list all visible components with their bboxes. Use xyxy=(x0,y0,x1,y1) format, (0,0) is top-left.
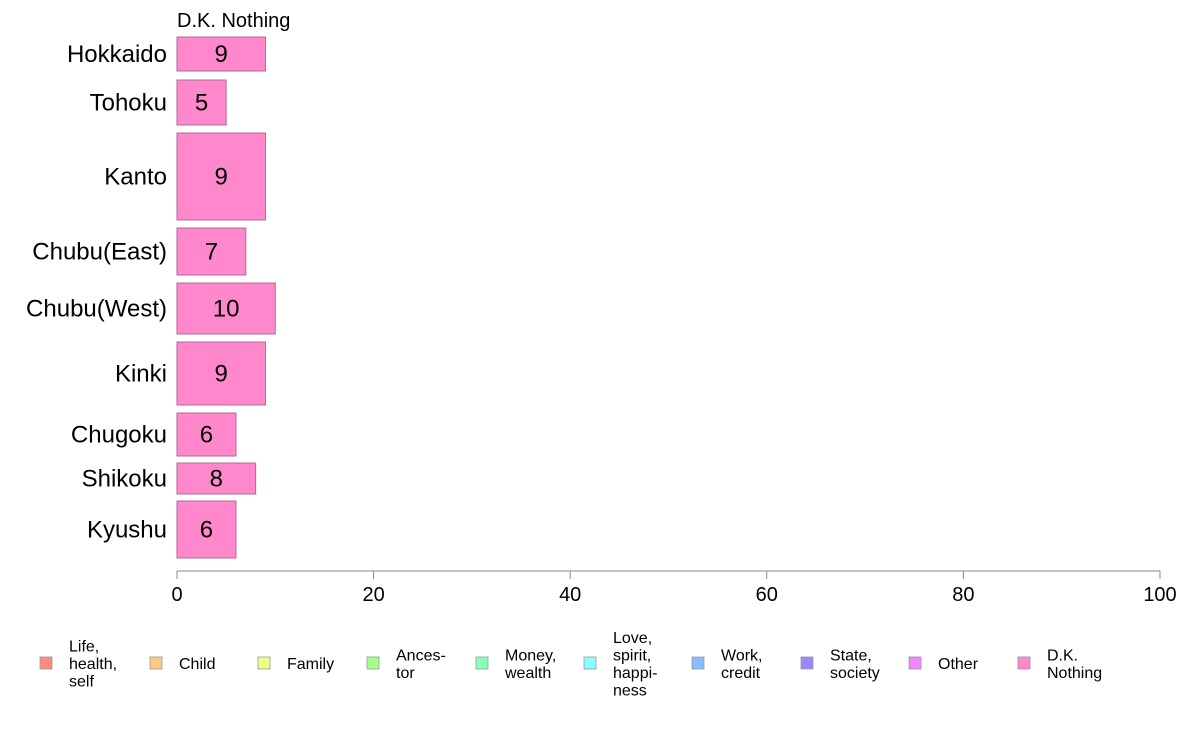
x-tick-label: 20 xyxy=(362,584,384,606)
legend-item: Child xyxy=(149,656,215,673)
legend-item: D.K. Nothing xyxy=(1017,647,1102,682)
legend-item: Life, health, self xyxy=(39,639,117,691)
legend-swatch xyxy=(257,656,271,670)
bar-value-label: 6 xyxy=(200,517,213,544)
bar-value-label: 5 xyxy=(195,90,208,117)
category-label: Chubu(East) xyxy=(32,239,167,266)
legend-label: Work, credit xyxy=(721,647,762,682)
x-tick-label: 100 xyxy=(1143,584,1176,606)
legend-label: Ances-tor xyxy=(396,647,446,682)
legend-swatch xyxy=(366,656,380,670)
legend-label: Love, spirit, happi-ness xyxy=(613,630,657,700)
bar-value-label: 10 xyxy=(213,296,240,323)
legend-label: Child xyxy=(179,656,215,673)
bar-hokkaido xyxy=(176,36,266,72)
bar-chubu-west- xyxy=(176,282,276,335)
legend-label: D.K. Nothing xyxy=(1047,647,1102,682)
legend-swatch xyxy=(149,656,163,670)
category-label: Kyushu xyxy=(87,517,167,544)
bar-kinki xyxy=(176,341,266,406)
x-tick-label: 40 xyxy=(559,584,581,606)
legend-item: Family xyxy=(257,656,334,673)
legend-label: Life, health, self xyxy=(69,639,117,691)
x-tick-label: 0 xyxy=(171,584,182,606)
bar-kyushu xyxy=(176,500,237,559)
category-label: Kanto xyxy=(104,164,167,191)
legend-swatch xyxy=(1017,656,1031,670)
legend-label: Other xyxy=(938,656,979,673)
panel-title: D.K. Nothing xyxy=(177,10,290,32)
bar-chugoku xyxy=(176,412,237,457)
bar-chubu-east- xyxy=(176,227,247,276)
x-axis: 0 20 40 60 80 100 xyxy=(171,570,1177,606)
bar-kanto xyxy=(176,132,266,221)
legend-swatch xyxy=(39,656,53,670)
legend-label: State, society xyxy=(830,647,880,682)
legend-item: State, society xyxy=(800,647,880,682)
legend-item: Money, wealth xyxy=(475,647,556,682)
bar-value-label: 7 xyxy=(205,239,218,266)
legend-swatch xyxy=(583,656,597,670)
legend-item: Work, credit xyxy=(691,647,762,682)
category-label: Kinki xyxy=(115,361,167,388)
category-label: Tohoku xyxy=(90,90,167,117)
legend-swatch xyxy=(800,656,814,670)
legend-swatch xyxy=(691,656,705,670)
bar-value-label: 9 xyxy=(215,41,228,68)
bar-shikoku xyxy=(176,462,257,495)
category-label: Chubu(West) xyxy=(26,296,167,323)
x-tick-label: 60 xyxy=(756,584,778,606)
legend-swatch xyxy=(475,656,489,670)
legend-label: Family xyxy=(287,656,334,673)
legend-item: Ances-tor xyxy=(366,647,446,682)
category-label: Shikoku xyxy=(82,466,167,493)
legend: Life, health, self Child Family Ances-tor Mone… xyxy=(39,630,1102,700)
bar-value-label: 9 xyxy=(215,361,228,388)
bar-value-label: 6 xyxy=(200,422,213,449)
bar-value-label: 9 xyxy=(215,164,228,191)
legend-item: Love, spirit, happi-ness xyxy=(583,630,657,700)
bar-tohoku xyxy=(176,79,227,126)
legend-item: Other xyxy=(908,656,979,673)
category-label: Hokkaido xyxy=(67,41,167,68)
bar-value-label: 8 xyxy=(210,466,223,493)
legend-swatch xyxy=(908,656,922,670)
x-tick-label: 80 xyxy=(952,584,974,606)
category-labels: Hokkaido Tohoku Kanto Chubu(East) Chubu(West… xyxy=(26,41,167,544)
category-label: Chugoku xyxy=(71,422,167,449)
legend-label: Money, wealth xyxy=(504,647,556,682)
